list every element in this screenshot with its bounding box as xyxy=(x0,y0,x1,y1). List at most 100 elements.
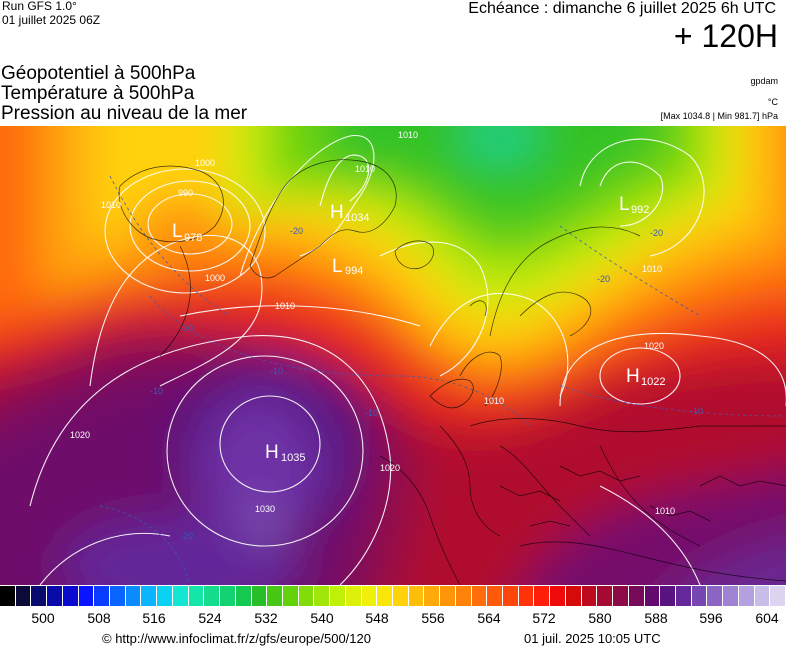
isobar-label: 1010 xyxy=(398,130,418,140)
isobar-label: 990 xyxy=(178,188,193,198)
temperature-label: -10 xyxy=(270,366,283,376)
color-scale-swatch xyxy=(330,586,345,606)
color-scale-swatch xyxy=(770,586,785,606)
color-scale-swatch xyxy=(189,586,203,606)
source-url: © http://www.infoclimat.fr/z/gfs/europe/… xyxy=(102,631,371,646)
scale-tick-label: 508 xyxy=(87,610,111,626)
header: Run GFS 1.0° 01 juillet 2025 06Z Echéanc… xyxy=(0,0,786,126)
color-scale-swatch xyxy=(283,586,298,606)
color-scale-bar xyxy=(0,586,786,606)
color-scale-swatch xyxy=(346,586,361,606)
color-scale-swatch xyxy=(629,586,644,606)
scale-tick-label: 588 xyxy=(644,610,668,626)
pressure-center-type: H xyxy=(330,202,344,223)
isobar-label: 1020 xyxy=(70,430,90,440)
param-pressure: Pression au niveau de la mer xyxy=(1,103,248,124)
weather-map: 1010 990 1000 1000 1010 1010 1010 1010 1… xyxy=(0,126,786,585)
run-date: 01 juillet 2025 06Z xyxy=(2,13,101,27)
color-scale-swatch xyxy=(676,586,691,606)
geopotential-field xyxy=(0,126,786,585)
color-scale-swatch xyxy=(16,586,30,606)
pressure-center-value: 1034 xyxy=(345,212,369,224)
scale-tick-label: 548 xyxy=(365,610,389,626)
temperature-isotherms xyxy=(99,175,786,585)
color-scale-swatch xyxy=(267,586,282,606)
temperature-label: -20 xyxy=(597,274,610,284)
temperature-label: -20 xyxy=(180,531,193,541)
color-scale-swatch xyxy=(409,586,423,606)
color-scale-swatch xyxy=(424,586,439,606)
pressure-center-value: 992 xyxy=(631,204,649,216)
color-scale-swatch xyxy=(173,586,188,606)
temperature-label: -10 xyxy=(365,408,378,418)
high-pressure-center: H 1022 xyxy=(626,366,665,388)
pressure-center-value: 1035 xyxy=(281,452,305,464)
color-scale-swatch xyxy=(314,586,329,606)
temperature-value-labels: -20 -20 -10 -10 -10 -10 -20 -20 -10 xyxy=(150,226,703,541)
color-scale-swatch xyxy=(204,586,219,606)
scale-tick-label: 516 xyxy=(142,610,166,626)
pressure-center-value: 978 xyxy=(184,232,202,244)
color-scale-swatch xyxy=(141,586,156,606)
color-scale-swatch xyxy=(534,586,549,606)
scale-tick-label: 572 xyxy=(532,610,556,626)
isobar-label: 1000 xyxy=(195,158,215,168)
color-scale-swatch xyxy=(613,586,628,606)
scale-tick-label: 532 xyxy=(254,610,278,626)
isobar-label: 1020 xyxy=(380,463,400,473)
color-scale-swatch xyxy=(94,586,109,606)
color-scale-swatch xyxy=(220,586,235,606)
scale-tick-label: 596 xyxy=(699,610,723,626)
scale-tick-label: 604 xyxy=(755,610,779,626)
scale-tick-label: 524 xyxy=(198,610,222,626)
temperature-label: -20 xyxy=(650,228,663,238)
isobar-label: 1010 xyxy=(655,506,675,516)
color-scale-swatch xyxy=(31,586,46,606)
color-scale-swatch xyxy=(472,586,486,606)
run-model: Run GFS 1.0° xyxy=(2,0,77,13)
unit-geopotential: gpdam xyxy=(750,76,778,86)
color-scale-swatch xyxy=(299,586,313,606)
high-pressure-center: H 1035 xyxy=(265,442,305,464)
pressure-center-type: H xyxy=(265,442,279,463)
isobar-label: 1010 xyxy=(275,301,295,311)
temperature-label: -10 xyxy=(150,386,163,396)
scale-tick-label: 500 xyxy=(31,610,55,626)
isobar-label: 1020 xyxy=(644,341,664,351)
color-scale-swatch xyxy=(47,586,62,606)
scale-tick-label: 540 xyxy=(310,610,334,626)
generation-date: 01 juil. 2025 10:05 UTC xyxy=(524,631,661,646)
color-scale-swatch xyxy=(503,586,518,606)
color-scale-swatch xyxy=(755,586,769,606)
color-scale-swatch xyxy=(126,586,140,606)
color-scale-swatch xyxy=(456,586,471,606)
pressure-center-value: 1022 xyxy=(641,376,665,388)
color-scale-swatch xyxy=(362,586,376,606)
map-canvas: 1010 990 1000 1000 1010 1010 1010 1010 1… xyxy=(0,126,786,585)
temperature-label: -20 xyxy=(290,226,303,236)
isobar-value-labels: 1010 990 1000 1000 1010 1010 1010 1010 1… xyxy=(70,130,675,516)
pressure-center-type: L xyxy=(172,221,183,242)
pressure-centers: H 1034 L 994 L 978 L 992 H 1022 H 1035 xyxy=(172,194,665,464)
isobar-label: 1010 xyxy=(101,200,121,210)
color-scale-swatch xyxy=(739,586,754,606)
color-scale-swatch xyxy=(487,586,502,606)
pressure-center-value: 994 xyxy=(345,265,363,277)
isobar-label: 1030 xyxy=(255,504,275,514)
unit-pressure-range: [Max 1034.8 | Min 981.7] hPa xyxy=(660,111,778,121)
forecast-horizon: + 120H xyxy=(673,18,778,54)
low-pressure-center: L 994 xyxy=(332,256,363,277)
isobars xyxy=(29,135,786,585)
color-scale-swatch xyxy=(707,586,722,606)
color-scale-swatch xyxy=(393,586,408,606)
scale-tick-label: 564 xyxy=(477,610,501,626)
color-scale-swatch xyxy=(660,586,675,606)
color-scale-swatch xyxy=(519,586,533,606)
isobar-label: 1010 xyxy=(484,396,504,406)
isobar-label: 1000 xyxy=(205,273,225,283)
low-pressure-center: L 978 xyxy=(172,221,202,244)
color-scale-swatch xyxy=(252,586,266,606)
color-scale-swatch xyxy=(79,586,93,606)
pressure-center-type: L xyxy=(332,256,343,277)
color-scale-swatch xyxy=(597,586,612,606)
